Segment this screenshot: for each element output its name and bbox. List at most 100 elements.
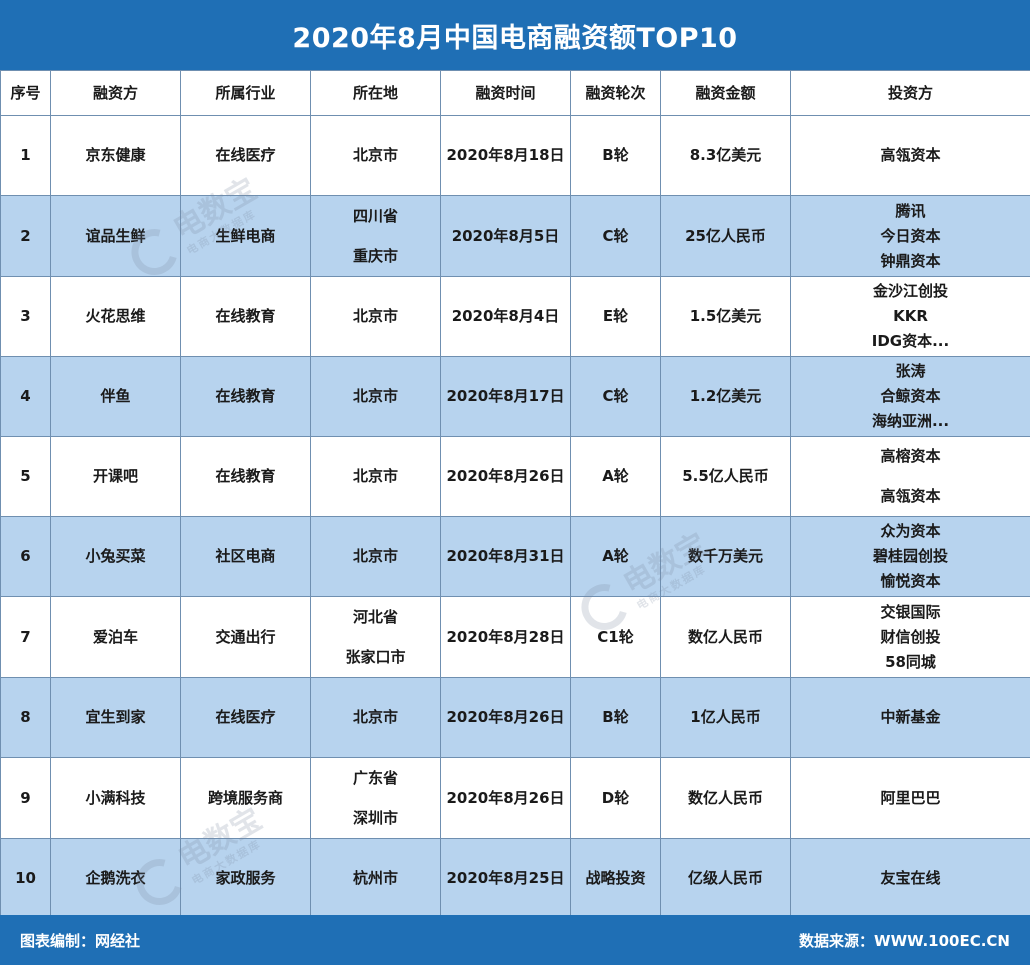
investor-name: 碧桂园创投: [872, 547, 948, 565]
cell-company: 谊品生鲜: [50, 195, 181, 277]
cell-company: 小兔买菜: [50, 516, 181, 597]
investor-name: 阿里巴巴: [880, 788, 941, 807]
cell-no: 8: [0, 677, 51, 758]
cell-investors: 张涛 合鲸资本 海纳亚洲...: [790, 356, 1030, 437]
investor-name: 高榕资本: [880, 447, 941, 465]
cell-investors: 金沙江创投 KKR IDG资本...: [790, 276, 1030, 357]
cell-company: 京东健康: [50, 115, 181, 196]
cell-round: A轮: [570, 436, 661, 517]
header-round: 融资轮次: [570, 70, 661, 116]
cell-location: 杭州市: [310, 838, 441, 919]
cell-industry: 家政服务: [180, 838, 311, 919]
table-row: 2 谊品生鲜 生鲜电商 四川省 重庆市 2020年8月5日 C轮 25亿人民币 腾讯 今日资本 钟鼎…: [0, 195, 1030, 277]
header-industry: 所属行业: [180, 70, 311, 116]
cell-location: 北京市: [310, 516, 441, 597]
investor-name: 交银国际: [880, 602, 941, 621]
location-line: 深圳市: [352, 809, 398, 827]
cell-date: 2020年8月18日: [440, 115, 571, 196]
header-investors: 投资方: [790, 70, 1030, 116]
investor-name: KKR: [893, 307, 928, 325]
cell-no: 1: [0, 115, 51, 196]
cell-company: 爱泊车: [50, 596, 181, 678]
cell-no: 10: [0, 838, 51, 919]
investor-name: 中新基金: [880, 708, 941, 726]
cell-amount: 亿级人民币: [660, 838, 791, 919]
cell-date: 2020年8月17日: [440, 356, 571, 437]
cell-round: 战略投资: [570, 838, 661, 919]
cell-company: 小满科技: [50, 757, 181, 839]
footer: 图表编制：网经社 数据来源：WWW.100EC.CN: [0, 915, 1030, 965]
table-header-row: 序号 融资方 所属行业 所在地 融资时间 融资轮次 融资金额 投资方: [0, 70, 1030, 116]
cell-date: 2020年8月4日: [440, 276, 571, 357]
cell-industry: 跨境服务商: [180, 757, 311, 839]
cell-industry: 社区电商: [180, 516, 311, 597]
investor-name: 愉悦资本: [880, 572, 941, 590]
header-company: 融资方: [50, 70, 181, 116]
cell-investors: 交银国际 财信创投 58同城: [790, 596, 1030, 678]
location-line: 张家口市: [345, 648, 406, 666]
page-title: 2020年8月中国电商融资额TOP10: [0, 0, 1030, 70]
cell-amount: 25亿人民币: [660, 195, 791, 277]
cell-round: C1轮: [570, 596, 661, 678]
cell-investors: 阿里巴巴: [790, 757, 1030, 839]
cell-amount: 5.5亿人民币: [660, 436, 791, 517]
cell-no: 9: [0, 757, 51, 839]
investor-name: 高瓴资本: [880, 146, 941, 164]
cell-no: 5: [0, 436, 51, 517]
cell-location: 北京市: [310, 356, 441, 437]
location-line: 北京市: [352, 467, 398, 485]
cell-location: 河北省 张家口市: [310, 596, 441, 678]
cell-date: 2020年8月5日: [440, 195, 571, 277]
cell-amount: 1.5亿美元: [660, 276, 791, 357]
investor-name: 张涛: [895, 362, 926, 380]
investor-name: 友宝在线: [880, 869, 941, 887]
investor-name: 钟鼎资本: [880, 251, 941, 270]
footer-credit: 图表编制：网经社: [20, 931, 141, 950]
cell-location: 北京市: [310, 677, 441, 758]
table-row: 5 开课吧 在线教育 北京市 2020年8月26日 A轮 5.5亿人民币 高榕资本 高瓴资本: [0, 436, 1030, 517]
cell-no: 7: [0, 596, 51, 678]
cell-location: 广东省 深圳市: [310, 757, 441, 839]
cell-location: 北京市: [310, 115, 441, 196]
cell-round: E轮: [570, 276, 661, 357]
table-row: 10 企鹅洗衣 家政服务 杭州市 2020年8月25日 战略投资 亿级人民币 友宝在线: [0, 838, 1030, 919]
table-row: 6 小兔买菜 社区电商 北京市 2020年8月31日 A轮 数千万美元 众为资本 碧桂园创投 愉悦…: [0, 516, 1030, 597]
investor-name: 金沙江创投: [872, 282, 948, 300]
cell-investors: 高榕资本 高瓴资本: [790, 436, 1030, 517]
financing-table: 序号 融资方 所属行业 所在地 融资时间 融资轮次 融资金额 投资方 1 京东健康…: [0, 70, 1030, 919]
cell-investors: 中新基金: [790, 677, 1030, 758]
location-line: 河北省: [352, 608, 398, 626]
cell-no: 4: [0, 356, 51, 437]
cell-amount: 数千万美元: [660, 516, 791, 597]
cell-amount: 数亿人民币: [660, 757, 791, 839]
cell-date: 2020年8月25日: [440, 838, 571, 919]
cell-industry: 交通出行: [180, 596, 311, 678]
location-line: 北京市: [352, 387, 398, 405]
investor-name: 众为资本: [880, 522, 941, 540]
table-row: 7 爱泊车 交通出行 河北省 张家口市 2020年8月28日 C1轮 数亿人民币 交银国际 财信创…: [0, 596, 1030, 678]
cell-no: 2: [0, 195, 51, 277]
cell-industry: 在线教育: [180, 436, 311, 517]
cell-amount: 1亿人民币: [660, 677, 791, 758]
location-line: 北京市: [352, 307, 398, 325]
cell-round: D轮: [570, 757, 661, 839]
cell-industry: 在线医疗: [180, 677, 311, 758]
table-row: 8 宜生到家 在线医疗 北京市 2020年8月26日 B轮 1亿人民币 中新基金: [0, 677, 1030, 758]
location-line: 杭州市: [352, 869, 398, 887]
investor-name: 腾讯: [895, 201, 926, 220]
investor-name: 合鲸资本: [880, 387, 941, 405]
cell-round: B轮: [570, 677, 661, 758]
cell-location: 北京市: [310, 436, 441, 517]
table-row: 4 伴鱼 在线教育 北京市 2020年8月17日 C轮 1.2亿美元 张涛 合鲸资本 海纳亚洲..…: [0, 356, 1030, 437]
cell-industry: 在线医疗: [180, 115, 311, 196]
cell-round: C轮: [570, 356, 661, 437]
investor-name: 58同城: [885, 652, 936, 671]
cell-industry: 在线教育: [180, 276, 311, 357]
cell-date: 2020年8月28日: [440, 596, 571, 678]
cell-investors: 高瓴资本: [790, 115, 1030, 196]
location-line: 重庆市: [352, 247, 398, 265]
location-line: 广东省: [352, 769, 398, 787]
investor-name: 今日资本: [880, 226, 941, 245]
cell-investors: 腾讯今日资本钟鼎资本: [790, 195, 1030, 277]
footer-source: 数据来源：WWW.100EC.CN: [799, 931, 1010, 950]
